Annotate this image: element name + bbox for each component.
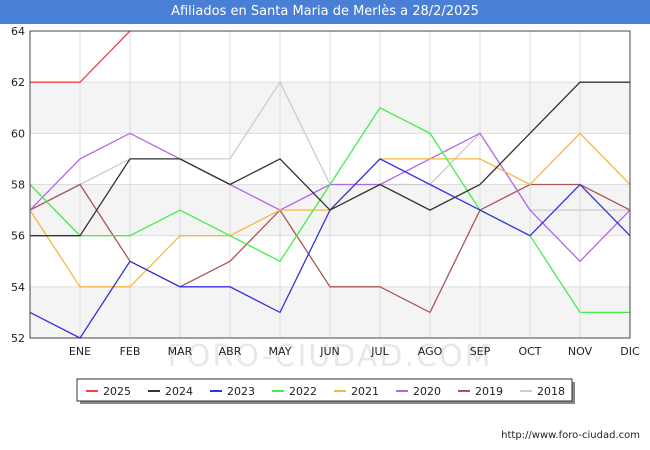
legend-label-2025: 2025: [103, 385, 131, 398]
x-tick-label: JUL: [370, 345, 389, 358]
x-tick-label: OCT: [518, 345, 541, 358]
footer-url: http://www.foro-ciudad.com: [501, 430, 640, 441]
plot-frame: [29, 30, 631, 339]
series-line-2024: [30, 81, 630, 237]
title-bar: [0, 0, 650, 24]
x-tick-label: ENE: [69, 345, 91, 358]
legend: 2025 2024 2023 2022 2021 2020 2019 2018: [76, 378, 575, 404]
y-tick-label: 62: [11, 76, 25, 89]
legend-label-2021: 2021: [351, 385, 379, 398]
x-tick-label: FEB: [120, 345, 141, 358]
legend-box: [76, 378, 573, 402]
x-tick-label: ABR: [219, 345, 242, 358]
x-tick-label: SEP: [470, 345, 491, 358]
legend-label-2018: 2018: [537, 385, 565, 398]
watermark: FORO-CIUDAD.COM: [168, 339, 493, 374]
x-tick-label: JUN: [319, 345, 340, 358]
series-line-2025: [30, 30, 131, 83]
legend-label-2023: 2023: [227, 385, 255, 398]
y-tick-label: 58: [11, 179, 25, 192]
x-tick-label: NOV: [568, 345, 593, 358]
y-tick-label: 54: [11, 281, 25, 294]
y-tick-label: 52: [11, 332, 25, 345]
y-tick-label: 60: [11, 127, 25, 140]
legend-label-2020: 2020: [413, 385, 441, 398]
chart-title: Afiliados en Santa Maria de Merlès a 28/…: [171, 4, 479, 19]
legend-label-2019: 2019: [475, 385, 503, 398]
legend-label-2022: 2022: [289, 385, 317, 398]
legend-label-2024: 2024: [165, 385, 193, 398]
y-tick-label: 64: [11, 25, 25, 38]
y-tick-label: 56: [11, 230, 25, 243]
x-tick-label: DIC: [620, 345, 640, 358]
x-tick-label: AGO: [418, 345, 443, 358]
x-tick-label: MAR: [168, 345, 193, 358]
x-tick-label: MAY: [269, 345, 292, 358]
